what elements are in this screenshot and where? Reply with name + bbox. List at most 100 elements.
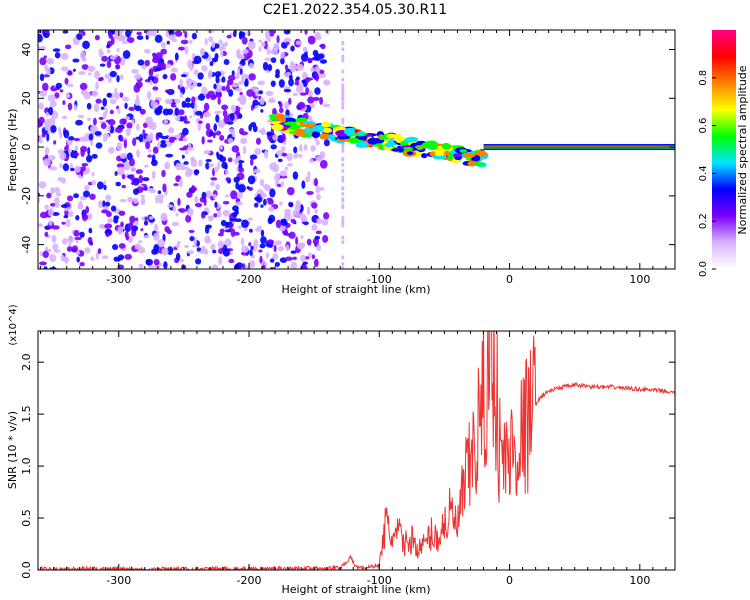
heatmap-cell: [241, 245, 249, 253]
heatmap-cell: [141, 216, 145, 220]
heatmap-cell: [261, 42, 266, 47]
heatmap-cell: [80, 169, 83, 176]
heatmap-cell: [282, 133, 286, 141]
heatmap-cell: [341, 236, 344, 240]
heatmap-cell: [94, 103, 99, 112]
heatmap-cell: [125, 29, 131, 37]
heatmap-cell: [39, 57, 46, 65]
heatmap-cell: [238, 167, 244, 172]
heatmap-cell: [161, 213, 168, 222]
heatmap-cell: [64, 146, 69, 151]
heatmap-cell: [235, 182, 239, 189]
heatmap-cell: [263, 62, 268, 71]
heatmap-cell: [341, 204, 344, 208]
heatmap-cell: [142, 177, 149, 181]
heatmap-cell: [341, 179, 344, 183]
heatmap-cell: [49, 166, 57, 170]
heatmap-cell: [284, 89, 291, 93]
heatmap-cell: [240, 138, 247, 144]
heatmap-cell: [231, 228, 236, 237]
heatmap-cell: [303, 123, 316, 127]
heatmap-cell: [286, 244, 289, 251]
heatmap-cell: [276, 150, 282, 156]
heatmap-cell: [250, 246, 253, 250]
heatmap-cell: [234, 177, 240, 183]
snr-panel: -300 -200 -100 0 1000.00.51.01.52.0 Height o…: [6, 274, 675, 596]
heatmap-cell: [99, 224, 105, 229]
heatmap-cell: [123, 50, 131, 59]
heatmap-cell: [180, 259, 184, 262]
heatmap-cell: [147, 154, 152, 157]
heatmap-cell: [195, 203, 202, 207]
heatmap-cell: [185, 103, 192, 108]
heatmap-cell: [238, 114, 242, 119]
heatmap-cell: [131, 119, 134, 123]
heatmap-cell: [131, 69, 138, 74]
heatmap-cell: [145, 60, 150, 67]
heatmap-cell: [291, 64, 298, 72]
heatmap-cell: [218, 256, 222, 265]
heatmap-cell: [227, 121, 234, 124]
heatmap-cell: [182, 155, 185, 159]
colorbar: 0.00.20.40.60.8 Normalized spectral ampl…: [698, 30, 749, 277]
heatmap-cell: [210, 182, 215, 187]
heatmap-cell: [308, 36, 316, 45]
heatmap-cell: [279, 170, 287, 176]
heatmap-cell: [148, 149, 151, 152]
heatmap-cell: [208, 164, 214, 168]
heatmap-cell: [295, 128, 305, 135]
heatmap-cell: [241, 59, 246, 62]
heatmap-cell: [46, 67, 51, 75]
heatmap-cell: [434, 151, 444, 156]
heatmap-cell: [216, 152, 219, 158]
heatmap-cell: [39, 117, 45, 124]
heatmap-cell: [61, 204, 69, 208]
heatmap-cell: [296, 41, 302, 46]
heatmap-cell: [110, 110, 114, 115]
heatmap-cell: [224, 59, 230, 65]
heatmap-cell: [136, 149, 140, 158]
heatmap-cell: [62, 116, 67, 120]
heatmap-cell: [77, 203, 83, 210]
heatmap-cell: [341, 105, 344, 109]
y-tick-label: -20: [20, 187, 33, 205]
heatmap-cell: [101, 210, 108, 214]
heatmap-cell: [258, 90, 263, 94]
heatmap-cell: [143, 235, 149, 239]
heatmap-cell: [311, 127, 324, 132]
heatmap-cell: [59, 163, 63, 168]
x-tick-label: -200: [237, 273, 262, 286]
heatmap-cell: [67, 236, 73, 244]
heatmap-cell: [230, 190, 237, 199]
heatmap-cell: [141, 195, 145, 198]
heatmap-cell: [161, 42, 166, 48]
heatmap-cell: [341, 119, 344, 123]
heatmap-cell: [169, 34, 176, 40]
heatmap-cell: [203, 150, 210, 154]
heatmap-cell: [276, 220, 281, 229]
heatmap-cell: [257, 81, 265, 86]
heatmap-cell: [201, 136, 204, 144]
heatmap-cell: [52, 243, 58, 250]
y-tick-label: -40: [20, 236, 33, 254]
heatmap-cell: [212, 58, 218, 62]
heatmap-cell: [75, 215, 79, 220]
heatmap-cell: [274, 240, 282, 245]
heatmap-cell: [155, 196, 159, 204]
heatmap-cell: [82, 214, 89, 221]
x-tick-label: 100: [629, 574, 650, 587]
heatmap-cell: [320, 44, 325, 50]
heatmap-cell: [341, 169, 344, 173]
heatmap-cell: [131, 167, 136, 172]
heatmap-cell: [271, 144, 277, 149]
heatmap-cell: [292, 257, 297, 260]
heatmap-cell: [61, 66, 69, 71]
heatmap-cell: [203, 112, 211, 118]
heatmap-cell: [242, 37, 248, 45]
heatmap-cell: [218, 97, 221, 105]
heatmap-cell: [171, 104, 177, 107]
heatmap-cell: [54, 187, 61, 193]
heatmap-cell: [275, 113, 285, 120]
heatmap-cell: [46, 112, 49, 117]
heatmap-cell: [61, 222, 65, 225]
